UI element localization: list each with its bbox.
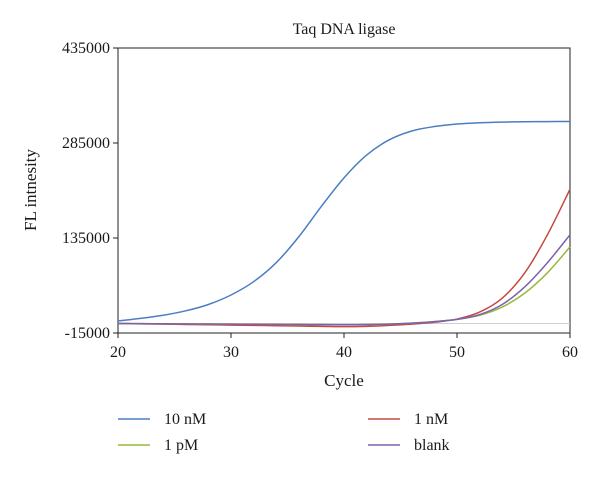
x-tick-label: 30: [223, 344, 239, 361]
legend-label-blank: blank: [414, 437, 450, 454]
legend-label-1-nm: 1 nM: [414, 411, 448, 428]
x-tick-label: 60: [562, 344, 578, 361]
y-tick-label: 285000: [62, 135, 110, 152]
series-lines: [117, 120, 571, 328]
series-line-blank: [117, 234, 571, 326]
x-axis-title: Cycle: [324, 371, 364, 390]
y-tick-label: 435000: [62, 40, 110, 57]
y-tick-label: 135000: [62, 230, 110, 247]
plot-frame: [117, 47, 571, 334]
y-tick-label: -15000: [65, 325, 110, 342]
series-line-10-nm: [117, 120, 571, 322]
series-line-1-pm: [117, 246, 571, 326]
x-tick-label: 50: [449, 344, 465, 361]
legend-label-1-pm: 1 pM: [164, 437, 198, 454]
y-axis-title: FL intnesity: [21, 148, 40, 231]
x-axis-ticks: 20 30 40 50 60: [110, 333, 578, 361]
legend-label-10-nm: 10 nM: [164, 411, 206, 428]
legend: 10 nM 1 pM 1 nM blank: [118, 411, 450, 454]
x-tick-label: 40: [336, 344, 352, 361]
y-axis-ticks: -15000 135000 285000 435000: [62, 40, 118, 342]
chart-title: Taq DNA ligase: [293, 21, 396, 38]
x-tick-label: 20: [110, 344, 126, 361]
series-line-1-nm: [117, 188, 571, 328]
